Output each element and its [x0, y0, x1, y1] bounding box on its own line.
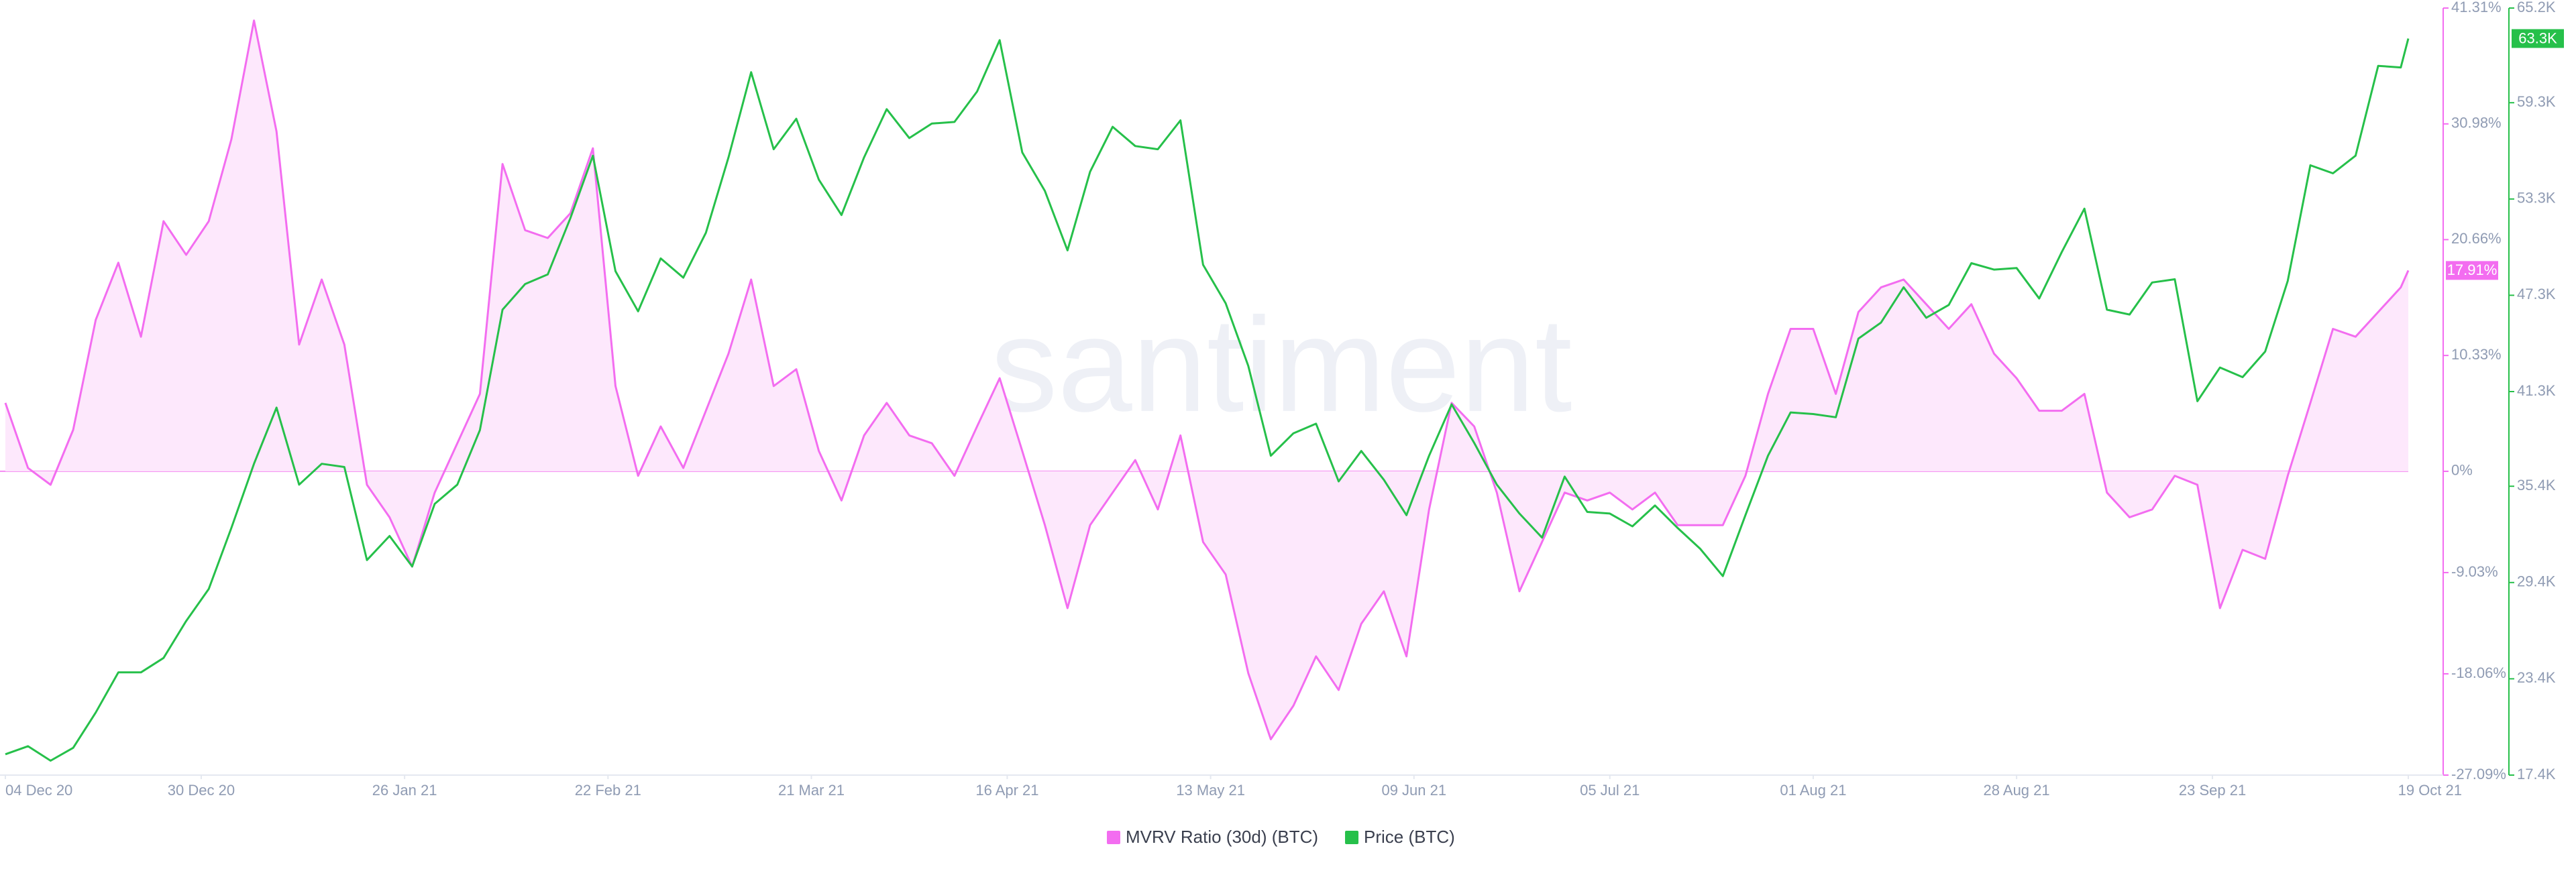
- y2-tick-label: 41.3K: [2517, 382, 2556, 399]
- x-tick-label: 23 Sep 21: [2179, 782, 2246, 799]
- x-tick-label: 22 Feb 21: [575, 782, 641, 799]
- y-tick-label: -18.06%: [2451, 664, 2506, 681]
- watermark: santiment: [990, 290, 1572, 440]
- line: [5, 38, 2410, 762]
- y-tick-label: 0%: [2451, 462, 2473, 479]
- y2-tick-label: 35.4K: [2517, 477, 2556, 493]
- x-tick-label: 28 Aug 21: [1984, 782, 2050, 799]
- x-tick-label: 01 Aug 21: [1780, 782, 1846, 799]
- x-tick-label: 04 Dec 20: [5, 782, 72, 799]
- legend-swatch: [1345, 831, 1359, 844]
- x-tick-label: 19 Oct 21: [2398, 782, 2462, 799]
- x-tick-label: 13 May 21: [1176, 782, 1245, 799]
- y-tick-label: -27.09%: [2451, 766, 2506, 782]
- y2-tick-label: 47.3K: [2517, 286, 2556, 302]
- x-tick-label: 30 Dec 20: [168, 782, 235, 799]
- y2-tick-label: 53.3K: [2517, 190, 2556, 207]
- y-tick-label: 30.98%: [2451, 115, 2502, 131]
- y-tick-label: 10.33%: [2451, 346, 2502, 363]
- y2-tick-label: 17.4K: [2517, 766, 2556, 782]
- y2-tick-label: 29.4K: [2517, 573, 2556, 590]
- y-tick-label: 41.31%: [2451, 0, 2502, 15]
- legend-label: Price (BTC): [1364, 827, 1455, 847]
- line: [4, 19, 2410, 741]
- y2-tick-label: 59.3K: [2517, 93, 2556, 110]
- x-tick-label: 26 Jan 21: [372, 782, 437, 799]
- area: [5, 20, 2408, 740]
- legend-swatch: [1107, 831, 1120, 844]
- x-tick-label: 09 Jun 21: [1381, 782, 1446, 799]
- y2-tick-label: 23.4K: [2517, 669, 2556, 686]
- y2-tick-label: 65.2K: [2517, 0, 2556, 15]
- value-tag: [2446, 261, 2498, 280]
- x-tick-label: 05 Jul 21: [1580, 782, 1640, 799]
- y-tick-label: -9.03%: [2451, 563, 2498, 580]
- value-label: 17.91%: [2447, 261, 2498, 278]
- value-tag: [2512, 29, 2564, 48]
- legend-label: MVRV Ratio (30d) (BTC): [1126, 827, 1318, 847]
- value-label: 63.3K: [2518, 30, 2557, 46]
- x-tick-label: 21 Mar 21: [778, 782, 845, 799]
- x-tick-label: 16 Apr 21: [975, 782, 1038, 799]
- y-tick-label: 20.66%: [2451, 230, 2502, 247]
